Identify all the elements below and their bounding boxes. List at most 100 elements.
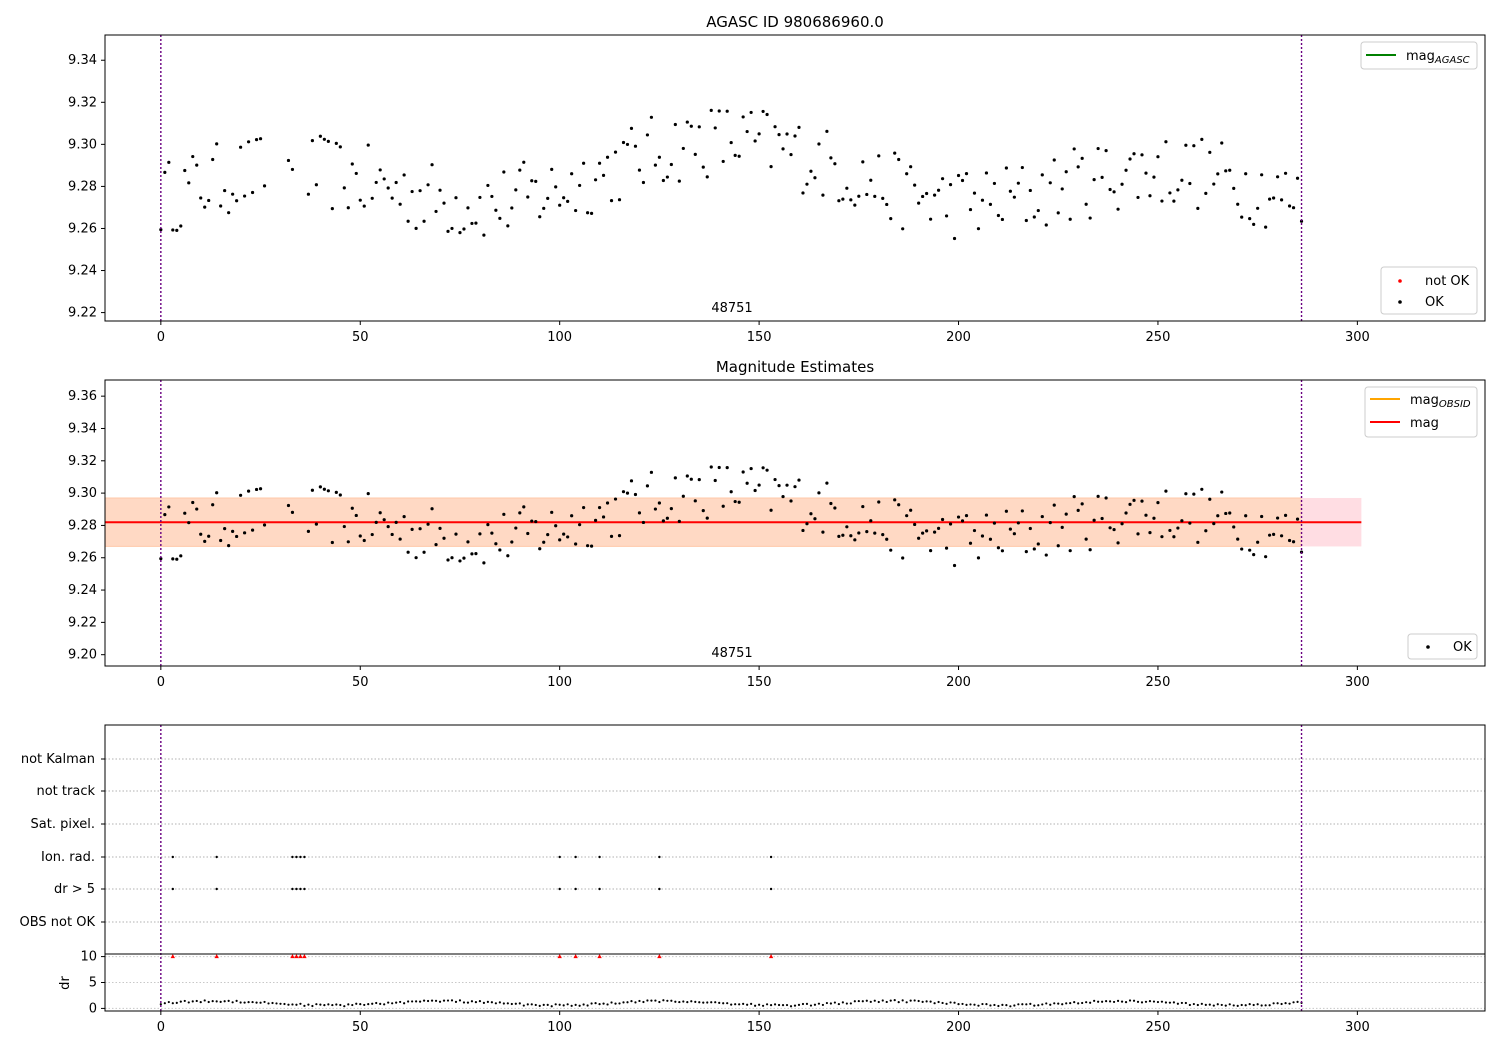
data-point — [163, 170, 167, 174]
data-point — [1268, 197, 1272, 201]
data-point — [1188, 181, 1192, 186]
dr-point — [307, 1003, 310, 1006]
data-point — [358, 534, 362, 538]
data-point — [1208, 150, 1212, 154]
data-point — [470, 552, 474, 556]
data-point — [661, 178, 665, 183]
dr-point — [989, 1004, 992, 1007]
dr-point — [758, 1003, 761, 1006]
data-point — [1272, 532, 1276, 536]
data-point — [542, 540, 546, 544]
data-point — [342, 186, 346, 190]
dr-point — [1005, 1003, 1008, 1007]
legend-marker-ok — [1398, 300, 1402, 304]
data-point — [199, 196, 203, 200]
dr-point — [255, 1001, 258, 1004]
data-point — [538, 547, 542, 551]
data-point — [785, 132, 789, 136]
data-point — [506, 554, 510, 558]
data-point — [609, 199, 614, 203]
flag-point — [291, 887, 294, 891]
flag-point — [295, 887, 298, 891]
data-point — [530, 519, 534, 523]
data-point — [1024, 550, 1028, 554]
dr-point — [1073, 1001, 1076, 1004]
data-point — [219, 204, 223, 208]
data-point — [673, 122, 677, 127]
dr-point — [933, 1002, 936, 1005]
data-point — [972, 191, 977, 195]
data-point — [733, 153, 737, 157]
panel-agasc: AGASC ID 980686960.0 48751 9.22 9.24 9.26 9… — [68, 13, 1486, 345]
x-tick-label: 250 — [1146, 1020, 1171, 1035]
dr-point — [825, 1001, 829, 1005]
data-point — [757, 483, 761, 487]
dr-point — [391, 1002, 394, 1005]
dr-point — [805, 1002, 809, 1006]
data-point — [833, 162, 837, 166]
dr-point — [303, 1004, 306, 1007]
dr-point — [1172, 1001, 1176, 1004]
data-point — [454, 532, 458, 536]
data-point — [398, 537, 402, 541]
data-point — [1232, 186, 1236, 190]
dr-point — [861, 1000, 864, 1003]
data-point — [314, 183, 318, 187]
dr-point — [482, 1001, 486, 1005]
dr-point — [438, 1000, 442, 1003]
data-point — [578, 523, 582, 527]
data-point — [498, 548, 502, 552]
data-point — [1212, 182, 1216, 186]
data-point — [905, 172, 909, 176]
dr-point — [578, 1004, 581, 1007]
data-point — [235, 199, 239, 203]
data-point — [498, 216, 502, 220]
data-point — [462, 556, 466, 560]
data-point — [1164, 140, 1168, 144]
data-point — [1000, 217, 1004, 222]
data-point — [653, 163, 658, 167]
x-tick-label: 50 — [352, 675, 369, 690]
data-point — [769, 508, 773, 512]
data-point — [1128, 502, 1132, 506]
data-point — [1208, 497, 1212, 501]
data-point — [482, 233, 486, 237]
dr-point — [243, 1001, 246, 1004]
data-point — [258, 487, 263, 491]
dr-point — [929, 1000, 932, 1003]
data-point — [717, 465, 721, 470]
data-point — [1192, 492, 1196, 496]
data-point — [1295, 517, 1300, 521]
data-point — [434, 543, 438, 547]
dr-point — [857, 999, 860, 1003]
dr-point — [522, 1004, 525, 1007]
data-point — [1176, 526, 1180, 530]
dr-point — [446, 999, 450, 1002]
flag-point — [291, 855, 294, 859]
data-point — [805, 522, 809, 526]
data-point — [207, 534, 211, 538]
data-point — [765, 112, 769, 117]
data-point — [1216, 172, 1220, 176]
data-point — [889, 548, 893, 552]
panel-3-frame — [104, 724, 1486, 1012]
data-point — [334, 141, 338, 145]
data-point — [956, 515, 961, 519]
data-point — [861, 160, 865, 164]
dr-point — [347, 1003, 350, 1006]
data-point — [593, 178, 598, 182]
data-point — [1164, 489, 1168, 493]
dr-point — [562, 1004, 565, 1007]
data-point — [254, 487, 259, 492]
data-point — [522, 160, 526, 164]
dr-point — [175, 1001, 178, 1004]
data-point — [701, 509, 705, 513]
data-point — [929, 548, 933, 553]
data-point — [749, 110, 753, 115]
dr-point — [574, 1003, 577, 1006]
data-point — [442, 536, 446, 540]
data-point — [554, 185, 558, 189]
dr-point — [845, 1002, 848, 1005]
data-point — [1052, 503, 1056, 507]
data-point — [773, 125, 777, 129]
